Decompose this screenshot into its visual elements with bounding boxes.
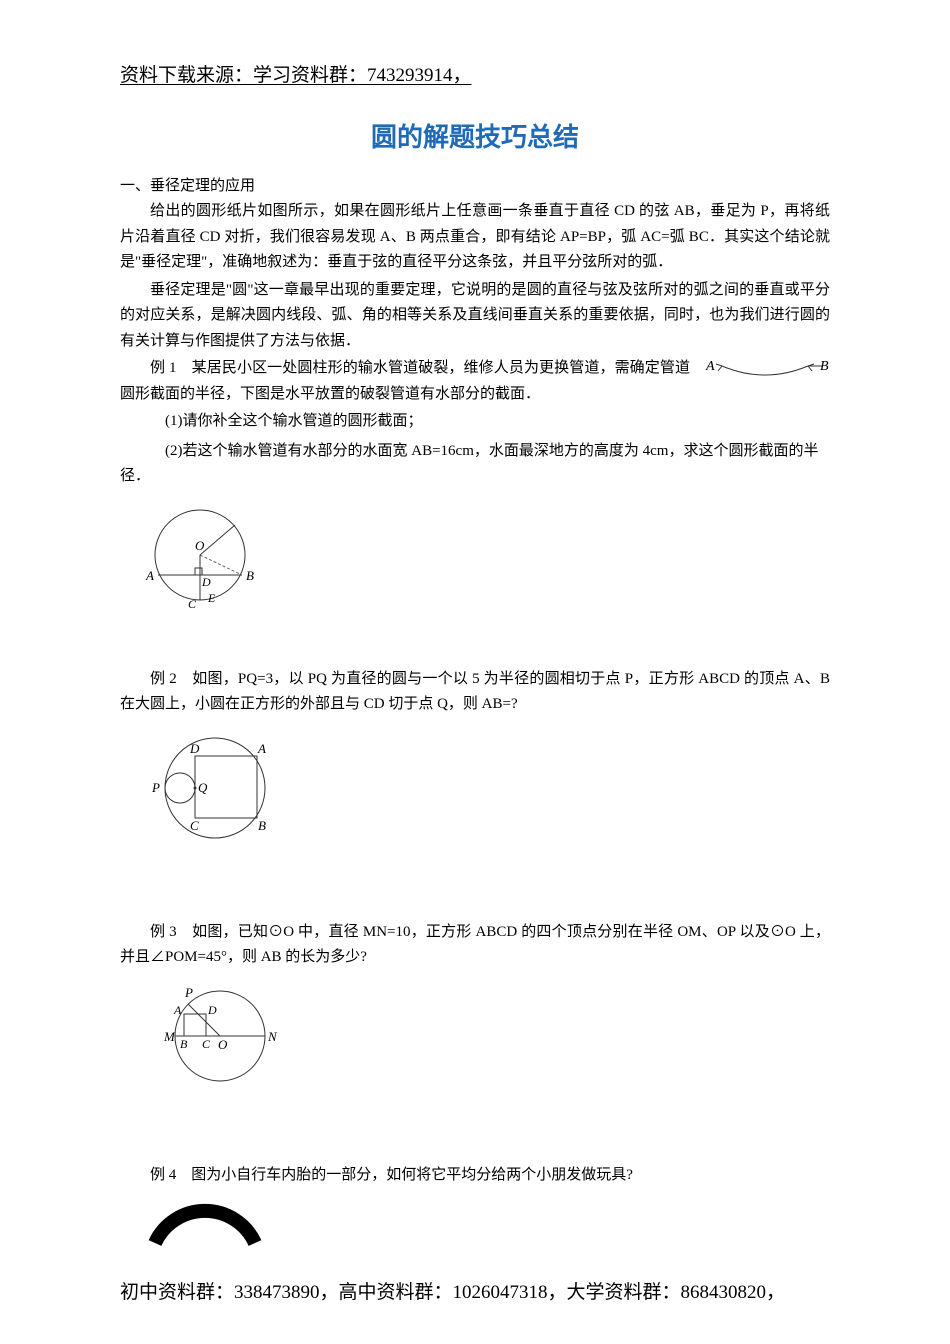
label-b: B — [246, 568, 254, 583]
label-a: A — [145, 568, 154, 583]
example-2: 例 2 如图，PQ=3，以 PQ 为直径的圆与一个以 5 为半径的圆相切于点 P… — [120, 667, 830, 718]
figure-2: P Q D A C B — [140, 728, 290, 848]
label-d: D — [189, 741, 200, 756]
header-source: 资料下载来源：学习资料群：743293914， — [120, 60, 830, 87]
footer: 初中资料群：338473890，高中资料群：1026047318，大学资料群：8… — [120, 1277, 830, 1304]
label-m: M — [163, 1029, 176, 1044]
section-heading: 一、垂径定理的应用 — [120, 174, 830, 195]
label-a: A — [257, 741, 266, 756]
label-b: B — [258, 818, 266, 833]
label-d: D — [201, 575, 211, 589]
label-c: C — [190, 818, 199, 833]
label-a: A — [705, 359, 715, 374]
figure-1: O A B D C E — [140, 500, 270, 615]
example-3: 例 3 如图，已知⊙O 中，直径 MN=10，正方形 ABCD 的四个顶点分别在… — [120, 920, 830, 971]
label-c: C — [188, 597, 197, 611]
figure-3: M N O P A D B C — [140, 981, 300, 1091]
label-n: N — [267, 1029, 278, 1044]
label-b: B — [180, 1037, 188, 1051]
paragraph: 垂径定理是"圆"这一章最早出现的重要定理，它说明的是圆的直径与弦及弦所对的弧之间… — [120, 278, 830, 355]
label-p: P — [184, 985, 193, 1000]
example-4: 例 4 图为小自行车内胎的一部分，如何将它平均分给两个小朋发做玩具? — [120, 1163, 830, 1189]
label-p: P — [151, 780, 160, 795]
arc-ab-diagram: A B — [700, 356, 830, 386]
label-d: D — [207, 1003, 217, 1017]
document-title: 圆的解题技巧总结 — [120, 117, 830, 154]
label-c: C — [202, 1037, 211, 1051]
label-e: E — [207, 591, 216, 605]
label-q: Q — [198, 780, 208, 795]
label-o: O — [195, 538, 205, 553]
paragraph: 给出的圆形纸片如图所示，如果在圆形纸片上任意画一条垂直于直径 CD 的弦 AB，… — [120, 199, 830, 276]
example-1-q1: (1)请你补全这个输水管道的圆形截面； — [120, 409, 830, 435]
figure-4 — [140, 1198, 270, 1248]
label-b: B — [820, 359, 829, 374]
label-o: O — [218, 1037, 228, 1052]
example-1-q2: (2)若这个输水管道有水部分的水面宽 AB=16cm，水面最深地方的高度为 4c… — [120, 439, 830, 490]
label-a: A — [173, 1003, 182, 1017]
page: 资料下载来源：学习资料群：743293914， 圆的解题技巧总结 一、垂径定理的… — [0, 0, 950, 1344]
